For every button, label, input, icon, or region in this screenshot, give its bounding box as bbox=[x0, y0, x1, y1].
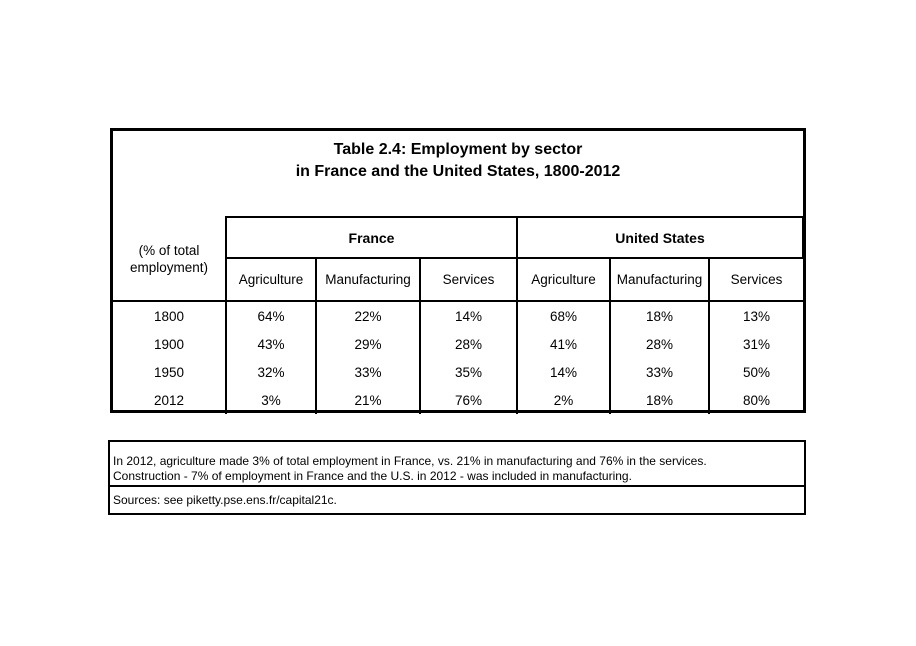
value-cell: 3% bbox=[225, 386, 317, 414]
sources-section: Sources: see piketty.pse.ens.fr/capital2… bbox=[110, 487, 804, 507]
subheader-row: Agriculture Manufacturing Services Agric… bbox=[113, 258, 804, 302]
notes-box: In 2012, agriculture made 3% of total em… bbox=[108, 440, 806, 515]
subheader-france-services: Services bbox=[418, 258, 519, 302]
group-header-france: France bbox=[224, 216, 519, 259]
value-cell: 50% bbox=[708, 358, 804, 386]
value-cell: 2% bbox=[516, 386, 612, 414]
value-cell: 43% bbox=[225, 330, 317, 358]
value-cell: 33% bbox=[609, 358, 711, 386]
value-cell: 32% bbox=[225, 358, 317, 386]
value-cell: 14% bbox=[418, 301, 519, 330]
value-cell: 22% bbox=[315, 301, 421, 330]
value-cell: 13% bbox=[708, 301, 804, 330]
corner-label: (% of total employment) bbox=[113, 217, 227, 302]
value-cell: 41% bbox=[516, 330, 612, 358]
value-cell: 21% bbox=[315, 386, 421, 414]
note-line-2: Construction - 7% of employment in Franc… bbox=[113, 469, 632, 483]
group-header-row: (% of total employment) France United St… bbox=[113, 216, 805, 302]
note-line-1: In 2012, agriculture made 3% of total em… bbox=[113, 454, 707, 468]
sources-text: Sources: see piketty.pse.ens.fr/capital2… bbox=[113, 493, 337, 507]
value-cell: 28% bbox=[418, 330, 519, 358]
table-row-1900: 1900 43% 29% 28% 41% 28% 31% bbox=[113, 330, 804, 358]
value-cell: 76% bbox=[418, 386, 519, 414]
notes-section: In 2012, agriculture made 3% of total em… bbox=[110, 442, 804, 487]
table-title-line2: in France and the United States, 1800-20… bbox=[295, 163, 621, 180]
year-cell: 2012 bbox=[113, 386, 227, 414]
year-cell: 1800 bbox=[113, 301, 227, 330]
value-cell: 18% bbox=[609, 386, 711, 414]
subheader-france-manufacturing: Manufacturing bbox=[315, 258, 421, 302]
table-row-2012: 2012 3% 21% 76% 2% 18% 80% bbox=[113, 386, 804, 414]
subheader-us-manufacturing: Manufacturing bbox=[609, 258, 711, 302]
subheader-france-agriculture: Agriculture bbox=[225, 258, 317, 302]
subheader-us-services: Services bbox=[708, 258, 804, 302]
value-cell: 29% bbox=[315, 330, 421, 358]
value-cell: 18% bbox=[609, 301, 711, 330]
value-cell: 80% bbox=[708, 386, 804, 414]
table-row-1950: 1950 32% 33% 35% 14% 33% 50% bbox=[113, 358, 804, 386]
table-title-line1: Table 2.4: Employment by sector bbox=[333, 141, 583, 158]
value-cell: 14% bbox=[516, 358, 612, 386]
value-cell: 28% bbox=[609, 330, 711, 358]
year-cell: 1900 bbox=[113, 330, 227, 358]
value-cell: 31% bbox=[708, 330, 804, 358]
value-cell: 33% bbox=[315, 358, 421, 386]
group-header-united-states: United States bbox=[516, 216, 805, 259]
year-cell: 1950 bbox=[113, 358, 227, 386]
employment-table: (% of total employment) France United St… bbox=[113, 216, 805, 414]
value-cell: 68% bbox=[516, 301, 612, 330]
employment-table-box: Table 2.4: Employment by sector in Franc… bbox=[110, 128, 806, 414]
subheader-us-agriculture: Agriculture bbox=[516, 258, 612, 302]
table-row-1800: 1800 64% 22% 14% 68% 18% 13% bbox=[113, 301, 804, 330]
value-cell: 35% bbox=[418, 358, 519, 386]
value-cell: 64% bbox=[225, 301, 317, 330]
table-title: Table 2.4: Employment by sector in Franc… bbox=[113, 131, 803, 183]
